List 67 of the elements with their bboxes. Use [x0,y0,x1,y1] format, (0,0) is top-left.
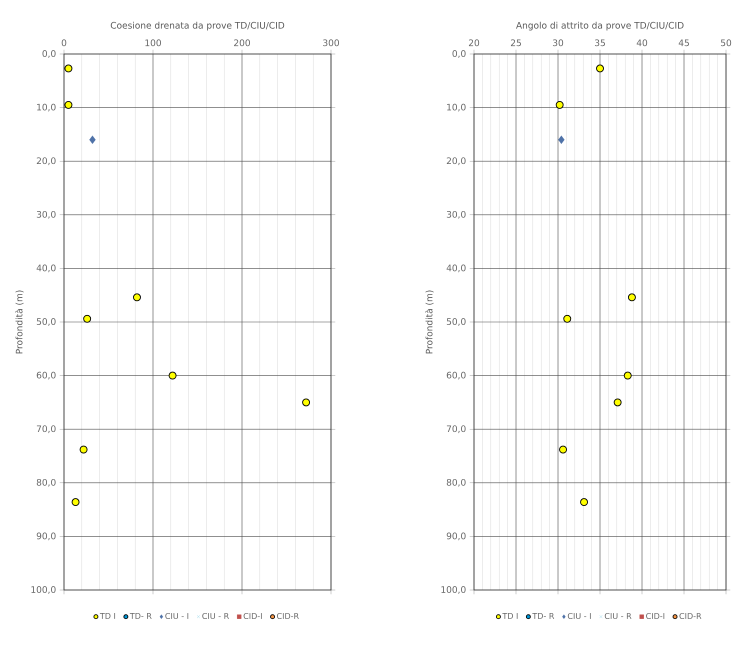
y-tick-label: 30,0 [36,210,56,219]
y-tick-label: 100,0 [441,586,466,594]
legend-label: CID-I [244,612,262,620]
x-tick-label: 300 [323,39,339,46]
x-tick-label: 20 [468,39,480,46]
x-tick-label: 50 [720,39,732,46]
legend-label: TD I [502,613,518,619]
y-tick-label: 20,0 [446,157,466,166]
point [558,136,565,144]
point [72,498,80,506]
y-tick-label: 50,0 [36,318,56,326]
point [628,293,636,302]
y-tick-label: 20,0 [36,157,56,166]
y-tick-label: 90,0 [446,532,466,540]
y-tick-label: 80,0 [36,478,56,487]
legend-label: TD I [100,613,116,619]
legend-label: CIU - R [604,612,632,620]
x-tick-label: 45 [678,40,689,46]
y-axis-title: Profondità (m) [425,290,434,354]
chart-title: Angolo di attrito da prove TD/CIU/CID [516,22,684,30]
y-tick-label: 60,0 [36,372,56,380]
y-tick-label: 10,0 [447,104,466,112]
point [624,372,632,380]
x-tick-label: 25 [510,39,521,46]
x-tick-label: 40 [636,39,648,46]
y-axis-title: Profondità (m) [15,290,24,354]
point [302,398,310,406]
point [89,136,96,144]
chart-title: Coesione drenata da prove TD/CIU/CID [110,22,284,30]
y-tick-label: 40,0 [446,264,466,272]
x-tick-label: 0 [62,39,66,46]
x-tick-label: 30 [552,39,564,46]
x-tick-label: 100 [145,39,161,46]
point [559,446,567,454]
legend-label: TD- R [130,613,152,619]
y-tick-label: 70,0 [446,425,466,434]
point [580,498,588,506]
point [64,100,72,109]
legend-label: CIU - R [202,612,229,620]
point [64,64,72,72]
legend-label: CID-R [276,612,299,620]
y-tick-label: 0,0 [452,50,466,58]
y-tick-label: 40,0 [36,264,56,272]
y-tick-label: 60,0 [446,372,466,380]
x-tick-label: 35 [594,39,605,46]
legend-label: CIU - I [165,612,188,620]
point [596,64,604,72]
y-tick-label: 10,0 [37,104,56,112]
y-tick-label: 70,0 [36,425,56,434]
y-tick-label: 90,0 [36,532,56,540]
legend-label: TD- R [532,613,554,619]
y-tick-label: 0,0 [42,50,56,58]
y-tick-label: 80,0 [446,478,466,487]
legend-label: CIU - I [568,612,591,620]
point [133,293,141,302]
legend-label: CID-R [680,612,702,620]
point [83,314,92,323]
y-tick-label: 30,0 [446,210,466,219]
point [168,372,177,380]
point [563,314,572,323]
y-tick-label: 50,0 [446,318,466,326]
y-tick-label: 100,0 [31,586,56,594]
point [614,398,622,406]
legend-label: CID-I [646,612,664,620]
point [80,446,88,454]
x-tick-label: 200 [234,39,250,46]
point [556,100,564,109]
